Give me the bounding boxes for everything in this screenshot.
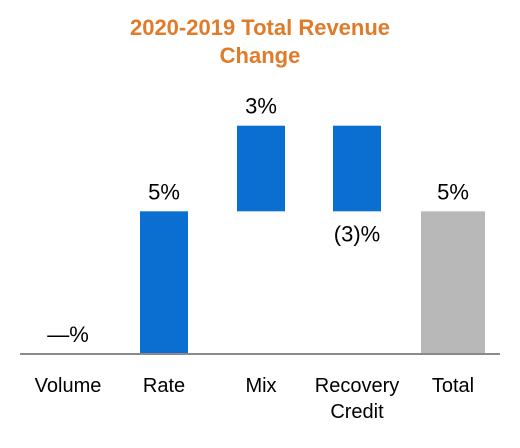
data-label-0: —% xyxy=(47,322,89,347)
bar-3 xyxy=(333,125,381,212)
chart-title-line-1: 2020-2019 Total Revenue xyxy=(129,15,391,40)
labels-layer: —% Volume 5% Rate 3% Mix (3)% Recovery Credit 5% T… xyxy=(35,94,474,423)
bar-1 xyxy=(140,211,188,354)
category-label-2: Mix xyxy=(245,375,276,397)
category-label-4: Total xyxy=(432,375,474,397)
category-label-3-line-1: Credit xyxy=(330,401,384,423)
chart-title: 2020-2019 Total Revenue Change xyxy=(0,14,520,70)
data-label-1: 5% xyxy=(148,179,180,204)
data-label-2: 3% xyxy=(245,94,277,119)
data-label-3: (3)% xyxy=(334,221,380,246)
category-label-0: Volume xyxy=(35,375,102,397)
bar-2 xyxy=(237,125,285,212)
bars-layer xyxy=(140,125,485,354)
category-label-3-line-0: Recovery xyxy=(315,375,399,397)
bar-4 xyxy=(421,211,485,354)
chart-title-line-2: Change xyxy=(219,43,301,68)
data-label-4: 5% xyxy=(437,179,469,204)
category-label-1: Rate xyxy=(143,375,185,397)
